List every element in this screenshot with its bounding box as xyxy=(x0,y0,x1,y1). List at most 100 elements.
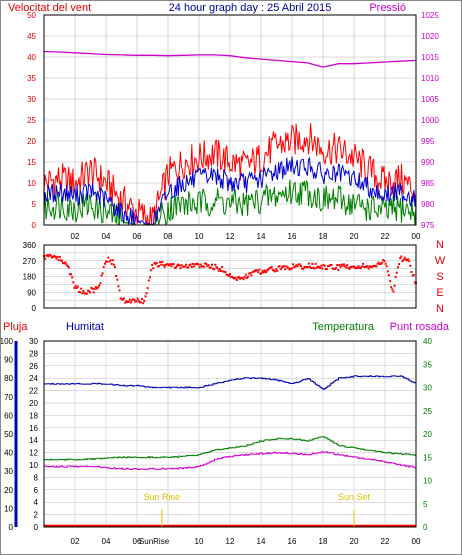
chart-title: 24 hour graph day : 25 Abril 2015 xyxy=(169,2,332,14)
rain-label: Pluja xyxy=(3,321,28,333)
direction-point xyxy=(136,297,139,300)
direction-point xyxy=(142,302,145,305)
direction-point xyxy=(111,259,114,262)
bottom-x-tick-label: 04 xyxy=(102,537,111,546)
x-tick-label: 08 xyxy=(164,232,173,241)
direction-point xyxy=(117,285,120,288)
direction-point xyxy=(339,265,342,268)
temp-left-tick-label: 18 xyxy=(29,411,38,420)
compass-label: N xyxy=(436,303,444,315)
direction-point xyxy=(397,266,399,269)
direction-point xyxy=(160,263,163,266)
direction-point xyxy=(87,289,89,292)
direction-point xyxy=(278,265,281,268)
direction-point xyxy=(165,263,168,266)
direction-point xyxy=(123,297,125,300)
direction-point xyxy=(74,285,77,288)
direction-point xyxy=(411,274,414,277)
direction-point xyxy=(322,264,325,267)
direction-point xyxy=(199,263,202,266)
direction-point xyxy=(365,265,368,268)
panel3-frame xyxy=(43,340,417,528)
direction-point xyxy=(116,278,119,281)
direction-point xyxy=(220,270,222,272)
direction-point xyxy=(335,267,337,270)
direction-point xyxy=(368,265,371,268)
direction-point xyxy=(162,264,165,267)
direction-point xyxy=(316,265,319,268)
compass-label: W xyxy=(435,255,446,267)
bottom-x-tick-label: 06 xyxy=(133,537,142,546)
direction-point xyxy=(256,269,259,272)
temp-left-tick-label: 2 xyxy=(34,511,39,520)
direction-point xyxy=(304,266,307,269)
direction-point xyxy=(265,271,268,274)
direction-point xyxy=(380,262,383,265)
direction-point xyxy=(318,266,321,269)
direction-point xyxy=(77,290,80,293)
direction-point xyxy=(314,262,317,265)
bottom-x-tick-label: 00 xyxy=(412,537,421,546)
direction-point xyxy=(47,255,50,258)
x-tick-label: 06 xyxy=(133,232,142,241)
direction-point xyxy=(355,266,358,269)
direction-point xyxy=(161,261,164,263)
direction-point xyxy=(395,271,398,274)
direction-point xyxy=(147,279,150,282)
temperature-label: Temperatura xyxy=(312,321,375,333)
direction-point xyxy=(239,277,242,280)
direction-point xyxy=(280,266,283,269)
direction-point xyxy=(168,264,171,267)
direction-point xyxy=(296,265,299,268)
direction-point xyxy=(275,268,278,271)
direction-point xyxy=(134,300,137,303)
temp-left-tick-label: 10 xyxy=(29,461,38,470)
direction-point xyxy=(348,267,351,270)
direction-point xyxy=(198,266,201,269)
temp-right-tick-label: 30 xyxy=(423,384,432,393)
direction-point xyxy=(309,265,311,268)
direction-point xyxy=(268,267,271,270)
direction-point xyxy=(152,267,155,270)
direction-point xyxy=(84,292,87,295)
direction-point xyxy=(356,267,359,270)
direction-point xyxy=(238,276,240,279)
direction-point xyxy=(108,260,111,263)
bottom-x-tick-label: 14 xyxy=(257,537,266,546)
direction-point xyxy=(82,290,85,293)
rain-tick-label: 50 xyxy=(4,430,13,439)
direction-point xyxy=(259,272,262,275)
direction-point xyxy=(143,299,146,302)
direction-point xyxy=(341,264,344,267)
direction-point xyxy=(383,260,386,263)
direction-point xyxy=(406,259,408,262)
direction-point xyxy=(124,301,127,304)
pressure-tick-label: 1025 xyxy=(421,11,439,20)
direction-point xyxy=(241,276,244,279)
direction-point xyxy=(145,292,148,295)
direction-point xyxy=(186,266,189,269)
direction-point xyxy=(273,269,275,272)
direction-point xyxy=(240,276,243,279)
direction-point xyxy=(244,273,247,276)
direction-point xyxy=(144,295,147,298)
wind-min-series xyxy=(43,179,417,226)
temp-left-tick-label: 20 xyxy=(29,399,38,408)
bottom-x-tick-label: 16 xyxy=(288,537,297,546)
temp-left-tick-label: 14 xyxy=(29,436,38,445)
direction-point xyxy=(404,258,407,261)
direction-point xyxy=(372,265,375,268)
direction-point xyxy=(121,298,124,301)
wind-tick-label: 35 xyxy=(27,74,36,83)
direction-point xyxy=(67,266,70,269)
direction-point xyxy=(218,268,221,270)
direction-point xyxy=(135,300,138,303)
direction-point xyxy=(70,273,73,276)
direction-point xyxy=(301,267,304,270)
wind-tick-label: 45 xyxy=(27,32,36,41)
direction-point xyxy=(73,286,76,289)
direction-point xyxy=(283,265,286,268)
direction-point xyxy=(261,269,264,272)
temp-left-tick-label: 28 xyxy=(29,349,38,358)
direction-point xyxy=(187,266,190,269)
